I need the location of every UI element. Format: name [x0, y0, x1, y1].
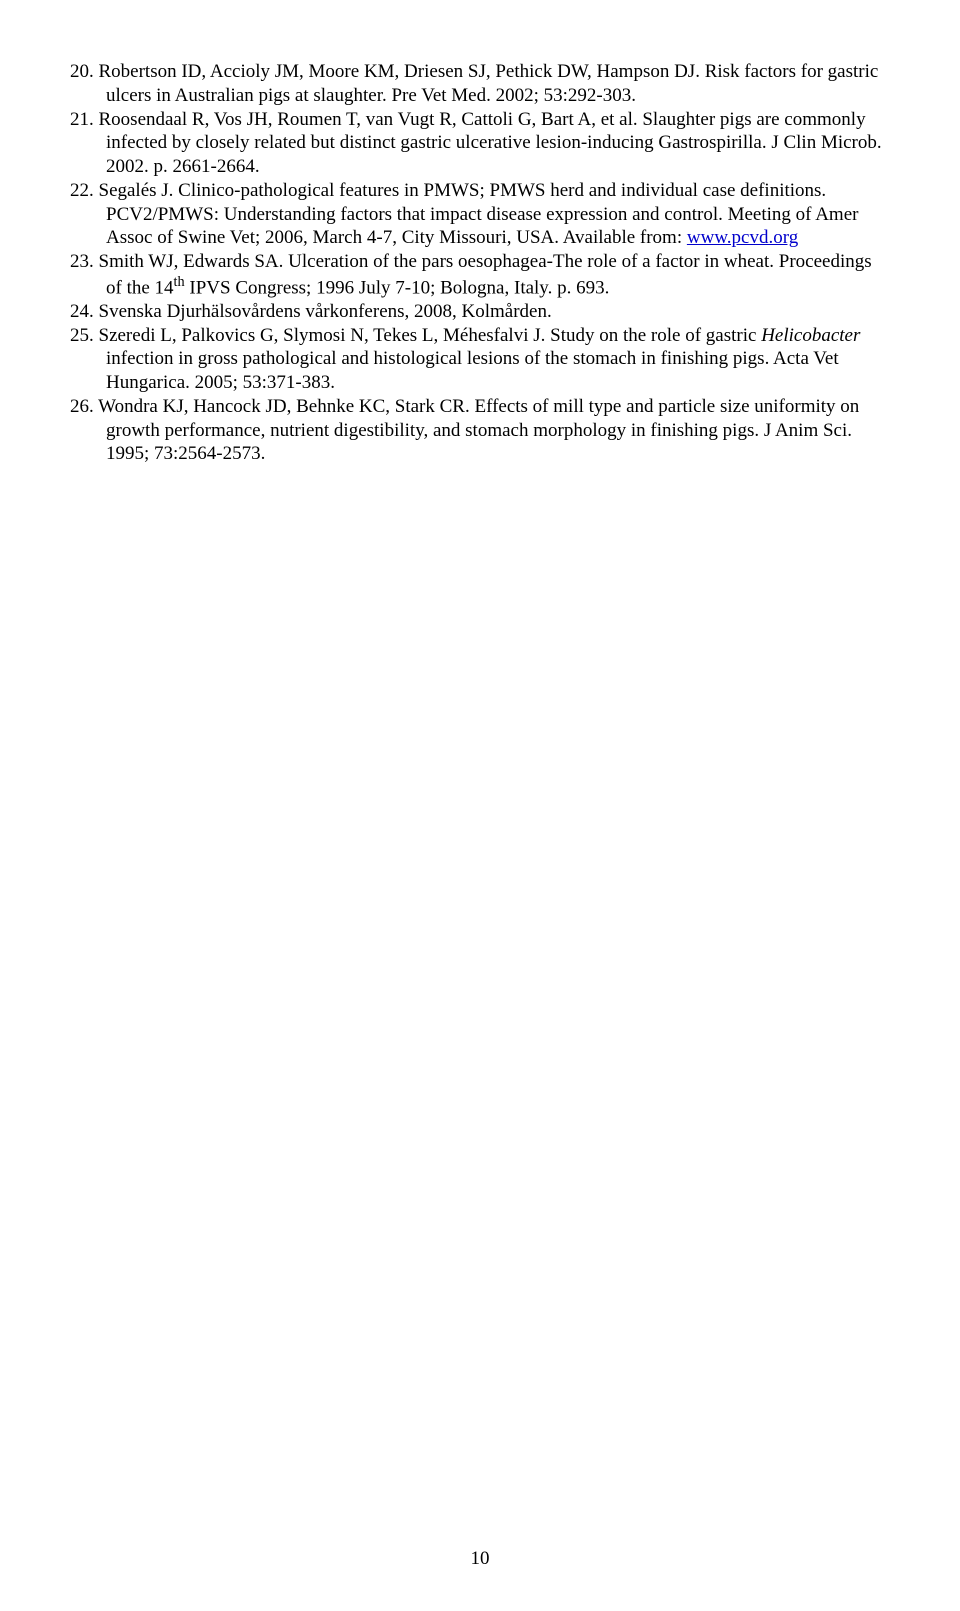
ref-number: 21. — [70, 109, 94, 130]
ref-text: Wondra KJ, Hancock JD, Behnke KC, Stark … — [98, 396, 859, 465]
ref-superscript: th — [174, 274, 185, 290]
reference-item: 20. Robertson ID, Accioly JM, Moore KM, … — [70, 60, 890, 108]
ref-number: 25. — [70, 325, 94, 346]
ref-text: Svenska Djurhälsovårdens vårkonferens, 2… — [99, 301, 552, 322]
ref-number: 23. — [70, 251, 94, 272]
ref-text: Roosendaal R, Vos JH, Roumen T, van Vugt… — [99, 109, 882, 178]
ref-text: infection in gross pathological and hist… — [106, 348, 839, 393]
ref-number: 24. — [70, 301, 94, 322]
ref-text: Szeredi L, Palkovics G, Slymosi N, Tekes… — [99, 325, 762, 346]
reference-item: 24. Svenska Djurhälsovårdens vårkonferen… — [70, 300, 890, 324]
page-number: 10 — [0, 1547, 960, 1571]
reference-item: 26. Wondra KJ, Hancock JD, Behnke KC, St… — [70, 395, 890, 466]
reference-item: 21. Roosendaal R, Vos JH, Roumen T, van … — [70, 108, 890, 179]
ref-link[interactable]: www.pcvd.org — [687, 227, 798, 248]
reference-item: 22. Segalés J. Clinico-pathological feat… — [70, 179, 890, 250]
ref-italic: Helicobacter — [761, 325, 860, 346]
ref-number: 26. — [70, 396, 94, 417]
ref-number: 20. — [70, 61, 94, 82]
reference-list: 20. Robertson ID, Accioly JM, Moore KM, … — [70, 60, 890, 466]
ref-text: IPVS Congress; 1996 July 7-10; Bologna, … — [185, 277, 610, 298]
ref-number: 22. — [70, 180, 94, 201]
ref-text: Robertson ID, Accioly JM, Moore KM, Drie… — [99, 61, 879, 106]
reference-item: 25. Szeredi L, Palkovics G, Slymosi N, T… — [70, 324, 890, 395]
reference-item: 23. Smith WJ, Edwards SA. Ulceration of … — [70, 250, 890, 300]
